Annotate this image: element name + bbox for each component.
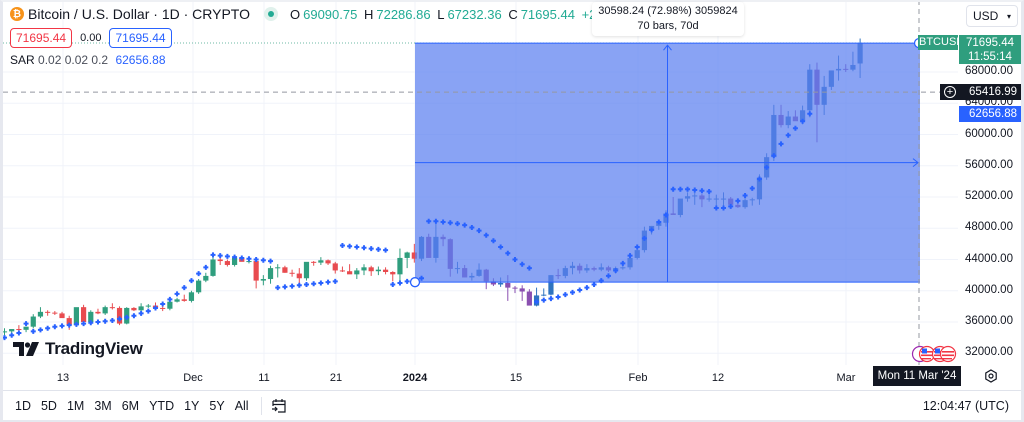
symbol-price-tag: BTCUSD: [918, 35, 958, 50]
range-1d-button[interactable]: 1D: [15, 398, 31, 413]
high-label: H: [363, 6, 374, 22]
currency-select[interactable]: USD ▾: [966, 5, 1018, 27]
range-5y-button[interactable]: 5Y: [209, 398, 225, 413]
bitcoin-icon: ₿: [10, 7, 24, 21]
measure-bars: 70 bars, 70d: [637, 20, 699, 32]
range-ytd-button[interactable]: YTD: [149, 398, 175, 413]
us-flag-icon: [939, 345, 957, 363]
sar-price-label: 62656.88: [959, 106, 1021, 122]
range-1y-button[interactable]: 1Y: [184, 398, 200, 413]
last-price-label: 71695.44 11:55:14: [959, 35, 1021, 64]
time-axis-label: 11: [258, 372, 270, 384]
time-axis-label: 13: [56, 372, 70, 384]
range-1m-button[interactable]: 1M: [66, 398, 85, 413]
market-status-icon[interactable]: [263, 7, 278, 21]
time-axis-label: Mar: [836, 372, 856, 384]
range-5d-button[interactable]: 5D: [40, 398, 57, 413]
low-label: L: [437, 6, 445, 22]
indicator-value: 62656.88: [115, 53, 166, 67]
measure-change: 30598.24 (72.98%) 3059824: [598, 5, 738, 17]
chevron-down-icon: ▾: [1006, 11, 1011, 21]
price-axis-label: 40000.00: [965, 283, 1013, 296]
price-axis-label: 60000.00: [965, 127, 1013, 140]
toolbar-divider: [260, 396, 262, 415]
buy-button[interactable]: 71695.44: [109, 28, 172, 48]
measure-tooltip: 30598.24 (72.98%) 3059824 70 bars, 70d: [592, 2, 744, 36]
time-axis-label: 21: [329, 372, 343, 384]
price-axis-label: 32000.00: [965, 346, 1013, 359]
tradingview-logo[interactable]: TradingView: [13, 339, 143, 359]
add-alert-button[interactable]: +: [940, 84, 960, 100]
crosshair-price-label: 65416.99: [959, 84, 1021, 100]
range-6m-button[interactable]: 6M: [121, 398, 140, 413]
time-axis-label: 2024: [402, 372, 428, 384]
bar-countdown: 11:55:14: [968, 51, 1012, 63]
settings-gear-icon[interactable]: [984, 369, 998, 383]
indicator-name: SAR: [10, 53, 35, 67]
time-axis-label: 12: [711, 372, 725, 384]
sell-button[interactable]: 71695.44: [10, 28, 73, 48]
range-all-button[interactable]: All: [234, 398, 249, 413]
price-axis-label: 56000.00: [965, 158, 1013, 171]
close-value: 71695.44: [520, 6, 575, 22]
price-axis-label: 36000.00: [965, 315, 1013, 327]
open-value: 69090.75: [303, 6, 358, 22]
tradingview-wordmark: TradingView: [45, 339, 143, 358]
time-axis-label: Feb: [628, 372, 648, 384]
time-axis-label: 15: [509, 372, 523, 384]
high-value: 72286.86: [376, 6, 431, 22]
last-price-value: 71695.44: [966, 37, 1014, 49]
currency-value: USD: [973, 9, 999, 23]
symbol-title[interactable]: Bitcoin / U.S. Dollar · 1D · CRYPTO: [28, 6, 250, 22]
indicator-params: 0.02 0.02 0.2: [38, 53, 109, 67]
plus-icon: +: [944, 86, 956, 98]
price-axis-label: 52000.00: [965, 190, 1013, 202]
bottom-toolbar: 1D 5D 1M 3M 6M YTD 1Y 5Y All 12:04:47 (U…: [3, 390, 1021, 420]
time-axis-label: Dec: [183, 372, 203, 384]
open-label: O: [289, 6, 301, 22]
price-axis-label: 48000.00: [965, 221, 1013, 234]
close-label: C: [508, 6, 518, 22]
timezone-clock[interactable]: 12:04:47 (UTC): [922, 398, 1009, 413]
economic-events-icons[interactable]: [911, 345, 961, 363]
range-3m-button[interactable]: 3M: [94, 398, 112, 413]
go-to-date-calendar-icon[interactable]: [270, 397, 288, 415]
price-axis-label: 68000.00: [965, 65, 1013, 77]
bid-ask-row: 71695.44 0.00 71695.44: [10, 28, 172, 48]
tradingview-logo-icon: [13, 342, 39, 356]
price-axis-label: 44000.00: [965, 252, 1013, 265]
spread-value: 0.00: [80, 32, 102, 44]
low-value: 67232.36: [447, 6, 502, 22]
crosshair-date-label: Mon 11 Mar '24: [873, 366, 961, 386]
indicator-legend[interactable]: SAR 0.02 0.02 0.2 62656.88: [10, 53, 166, 67]
